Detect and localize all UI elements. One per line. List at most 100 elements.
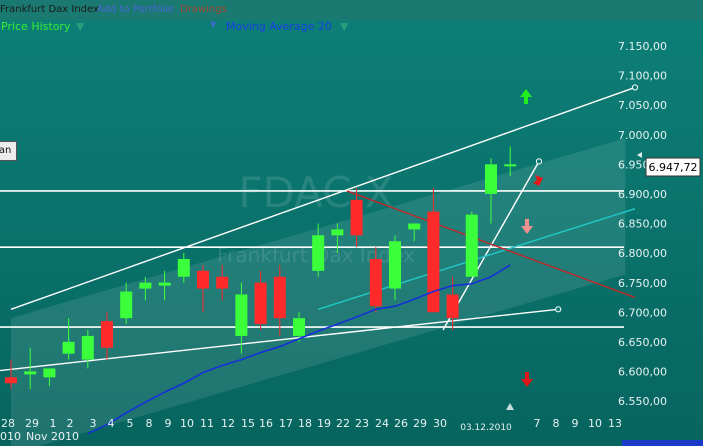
trend-line-handle-0 — [631, 84, 639, 91]
candle-body-16 — [312, 235, 325, 271]
y-axis-tick-label: 6.850,00 — [618, 218, 667, 231]
y-axis-tick-label: 6.700,00 — [618, 306, 667, 319]
candle-body-5 — [101, 321, 113, 348]
candle-body-1 — [24, 371, 37, 375]
x-axis-tick-label: 5 — [127, 417, 134, 430]
candle-body-26 — [504, 164, 517, 167]
x-axis-month-label: Nov 2010 — [26, 430, 79, 443]
trend-line-handle-2 — [535, 158, 543, 165]
x-axis-tick-label: 19 — [317, 417, 331, 430]
trend-line-2 — [442, 161, 540, 331]
x-axis-tick-label: 11 — [200, 417, 214, 430]
watermark-symbol: FDAC X — [238, 168, 393, 217]
x-axis-tick-label: 8 — [146, 417, 153, 430]
candle-body-24 — [465, 214, 478, 277]
y-axis-tick-label: 6.750,00 — [618, 277, 667, 290]
price-history-label[interactable]: Price History — [1, 20, 71, 33]
y-axis-tick-label: 7.150,00 — [618, 40, 667, 53]
candle-body-25 — [485, 164, 497, 194]
candle-body-10 — [197, 270, 209, 289]
trend-line-0 — [10, 86, 636, 310]
candle-body-23 — [446, 294, 459, 319]
drawings-link[interactable]: Drawings — [180, 4, 227, 15]
y-axis-tick-label: 6.800,00 — [618, 247, 667, 260]
x-axis-month-label: 010 — [0, 430, 21, 443]
x-axis-tick-label: 26 — [394, 417, 408, 430]
trend-lines — [0, 84, 639, 372]
arrow-down-light-icon — [521, 219, 533, 234]
add-to-portfolio-link[interactable]: Add to Portfolio — [97, 4, 174, 15]
x-axis-tick-label: 30 — [433, 417, 447, 430]
candle-body-7 — [139, 282, 152, 289]
y-axis-tick-label: 6.900,00 — [618, 188, 667, 201]
x-axis-tick-label: 7 — [534, 417, 541, 430]
candle-body-3 — [62, 341, 75, 354]
x-axis-tick-label: 17 — [279, 417, 293, 430]
candle-body-19 — [369, 259, 382, 307]
x-axis-tick-label: 22 — [336, 417, 350, 430]
y-axis-tick-label: 6.550,00 — [618, 395, 667, 408]
y-axis-tick-label: 7.100,00 — [618, 70, 667, 83]
arrow-diagonal-icon — [528, 175, 543, 187]
y-axis-tick-label: 6.600,00 — [618, 366, 667, 379]
candle-body-13 — [254, 282, 267, 325]
y-axis-tick-label: 7.050,00 — [618, 99, 667, 112]
current-price-tag — [645, 157, 701, 177]
x-axis-tick-label: 12 — [221, 417, 235, 430]
y-axis-tick-label: 7.000,00 — [618, 129, 667, 142]
date-marker-icon — [506, 403, 514, 410]
x-axis-tick-label: 13 — [608, 417, 622, 430]
x-axis-tick-label: 3 — [90, 417, 97, 430]
x-axis-tick-label: 23 — [355, 417, 369, 430]
candle-body-4 — [81, 335, 94, 360]
trend-line-handle-1 — [555, 306, 562, 313]
price-history-dropdown-icon[interactable]: ▼ — [76, 20, 85, 33]
candle-body-6 — [120, 291, 133, 319]
toolbar: Frankfurt Dax Index Add to Portfolio Dra… — [0, 0, 703, 20]
trend-line-4 — [346, 190, 636, 299]
candle-body-22 — [427, 211, 440, 313]
candle-body-20 — [389, 241, 401, 289]
x-axis-tick-label: 16 — [259, 417, 273, 430]
price-pointer-icon — [637, 152, 642, 158]
candle-body-21 — [408, 223, 421, 230]
x-axis-tick-label: 28 — [1, 417, 15, 430]
candle-body-11 — [216, 276, 229, 289]
x-axis-tick-label: 29 — [413, 417, 427, 430]
studies-bar: Price History ▼ ▼ Moving Average 20 ▼ — [0, 19, 703, 37]
x-axis-tick-label: 4 — [108, 417, 115, 430]
candle-body-9 — [177, 259, 190, 277]
x-axis-tick-label: 8 — [553, 417, 560, 430]
candle-body-12 — [235, 294, 248, 336]
chart-title: Frankfurt Dax Index — [0, 4, 99, 15]
ma-color-dropdown-icon[interactable]: ▼ — [210, 20, 217, 29]
x-axis-tick-label: 10 — [180, 417, 194, 430]
candle-body-14 — [273, 276, 286, 319]
x-axis-tick-label: 10 — [588, 417, 602, 430]
x-axis-tick-label: 1 — [50, 417, 57, 430]
candle-body-17 — [331, 229, 344, 236]
current-price-label: 6.947,72 — [649, 161, 698, 174]
date-marker-label: 03.12.2010 — [460, 423, 512, 433]
fan-button-label: Fan — [0, 145, 12, 156]
x-axis-tick-label: 9 — [572, 417, 579, 430]
moving-average-dropdown-icon[interactable]: ▼ — [340, 20, 349, 33]
candle-body-18 — [350, 199, 363, 236]
scroll-bar[interactable] — [622, 440, 703, 446]
candle-body-15 — [293, 318, 305, 336]
x-axis: 28 29 1 2 3 4 5 8 9 10 11 12 15 16 17 18 19 22 23 24 26 29 30 7… — [0, 417, 622, 443]
x-axis-tick-label: 15 — [241, 417, 255, 430]
x-axis-tick-label: 2 — [67, 417, 74, 430]
candle-body-2 — [43, 368, 56, 378]
y-axis-tick-label: 6.650,00 — [618, 336, 667, 349]
moving-average-line — [87, 264, 511, 435]
arrow-up-icon — [520, 89, 532, 104]
x-axis-tick-label: 18 — [298, 417, 312, 430]
moving-average-label[interactable]: Moving Average 20 — [226, 20, 332, 33]
trend-line-1 — [0, 308, 559, 372]
x-axis-tick-label: 29 — [25, 417, 39, 430]
fan-button[interactable]: Fan — [0, 141, 17, 161]
arrow-down-icon — [521, 372, 533, 387]
candle-body-8 — [158, 282, 171, 286]
